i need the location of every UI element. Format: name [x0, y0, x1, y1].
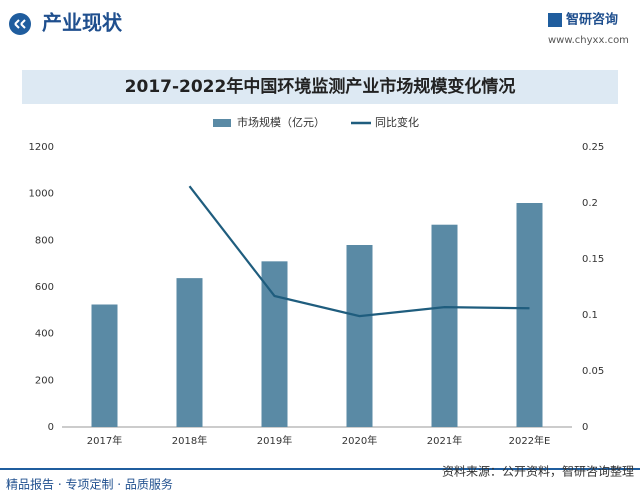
x-tick-label: 2019年: [257, 434, 292, 447]
legend-swatch: [213, 119, 231, 127]
footer-source: 资料来源：公开资料，智研咨询整理: [442, 464, 634, 479]
y2-tick-label: 0.05: [582, 366, 604, 377]
brand-name: 智研咨询: [566, 12, 618, 28]
brand-url: www.chyxx.com: [548, 35, 629, 46]
bar: [346, 245, 373, 427]
y-tick-label: 1200: [29, 142, 54, 153]
legend-label: 市场规模（亿元）: [237, 115, 325, 129]
legend-label: 同比变化: [375, 115, 419, 129]
chart-title: 2017-2022年中国环境监测产业市场规模变化情况: [125, 76, 516, 97]
bar: [91, 304, 118, 427]
brand-logo: [548, 13, 562, 27]
y-tick-label: 200: [35, 375, 54, 386]
y-tick-label: 400: [35, 329, 54, 340]
header-icon: [9, 13, 31, 35]
y-tick-label: 1000: [29, 189, 54, 200]
bar: [516, 203, 543, 427]
y-tick-label: 800: [35, 235, 54, 246]
x-tick-label: 2021年: [427, 434, 462, 447]
header-icon-arrow: [14, 19, 26, 29]
y2-tick-label: 0.2: [582, 198, 598, 209]
y2-tick-label: 0.15: [582, 254, 604, 265]
x-tick-label: 2020年: [342, 434, 377, 447]
y-tick-label: 0: [48, 422, 54, 433]
y-tick-label: 600: [35, 282, 54, 293]
title-box: [22, 70, 618, 104]
footer-left: 精品报告 · 专项定制 · 品质服务: [6, 477, 173, 492]
bar: [261, 261, 288, 427]
line: [188, 185, 530, 318]
x-tick-label: 2017年: [87, 434, 122, 447]
x-tick-label: 2018年: [172, 434, 207, 447]
bar: [176, 278, 203, 427]
y2-tick-label: 0: [582, 422, 588, 433]
x-tick-label: 2022年E: [509, 434, 551, 447]
header-title: 产业现状: [42, 11, 123, 35]
bar: [431, 224, 458, 427]
y2-tick-label: 0.25: [582, 142, 604, 153]
y2-tick-label: 0.1: [582, 310, 598, 321]
